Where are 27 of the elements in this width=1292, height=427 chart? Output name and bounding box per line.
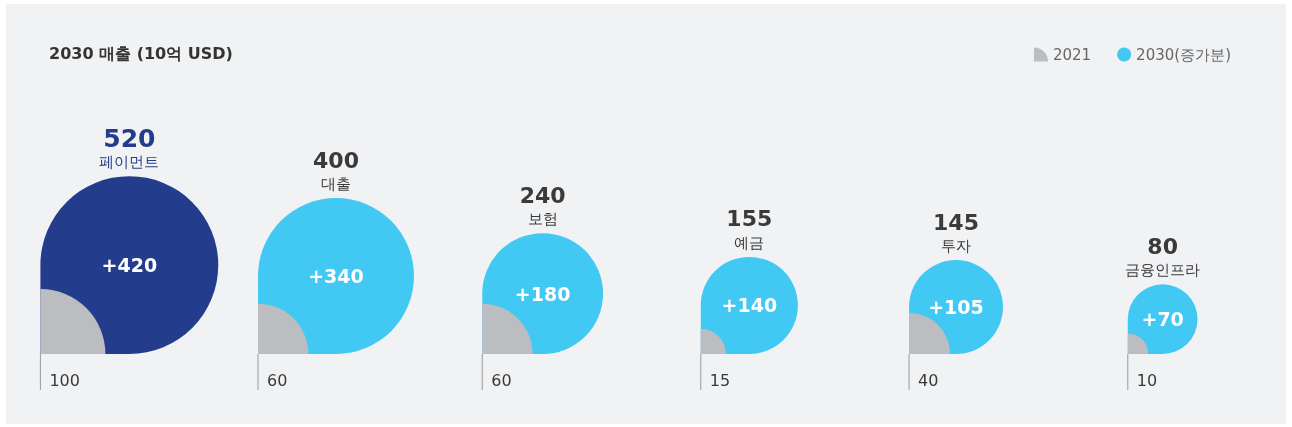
text: 155 — [726, 206, 773, 232]
data-label: 10 — [1136, 370, 1158, 390]
category-label: 대출 — [321, 175, 351, 193]
text: 2030 매출 (10억 USD) — [49, 43, 233, 63]
data-label: 15 — [709, 370, 731, 390]
text: 240 — [519, 182, 566, 208]
legend-label: 2030(증가분) — [1136, 45, 1232, 64]
data-label: 40 — [918, 370, 939, 390]
data-label: 60 — [267, 370, 288, 390]
text: 145 — [933, 209, 979, 235]
data-label: +105 — [928, 296, 984, 319]
data-label: +70 — [1141, 308, 1184, 331]
category-label: 보험 — [527, 210, 558, 229]
data-label: +180 — [514, 282, 571, 305]
data-label: +420 — [101, 254, 158, 277]
legend-label: 2021 — [1052, 45, 1092, 64]
data-label: 60 — [491, 370, 512, 390]
category-label: 페이먼트 — [99, 153, 160, 172]
data-label: +140 — [721, 294, 778, 317]
data-label: +340 — [308, 265, 364, 287]
text: 520 — [103, 123, 156, 153]
category-label: 금융인프라 — [1125, 261, 1201, 280]
text: 80 — [1147, 233, 1178, 259]
category-label: 예금 — [734, 233, 765, 252]
category-label: 투자 — [941, 237, 971, 256]
data-label: 100 — [49, 370, 80, 390]
text: 400 — [313, 147, 359, 173]
